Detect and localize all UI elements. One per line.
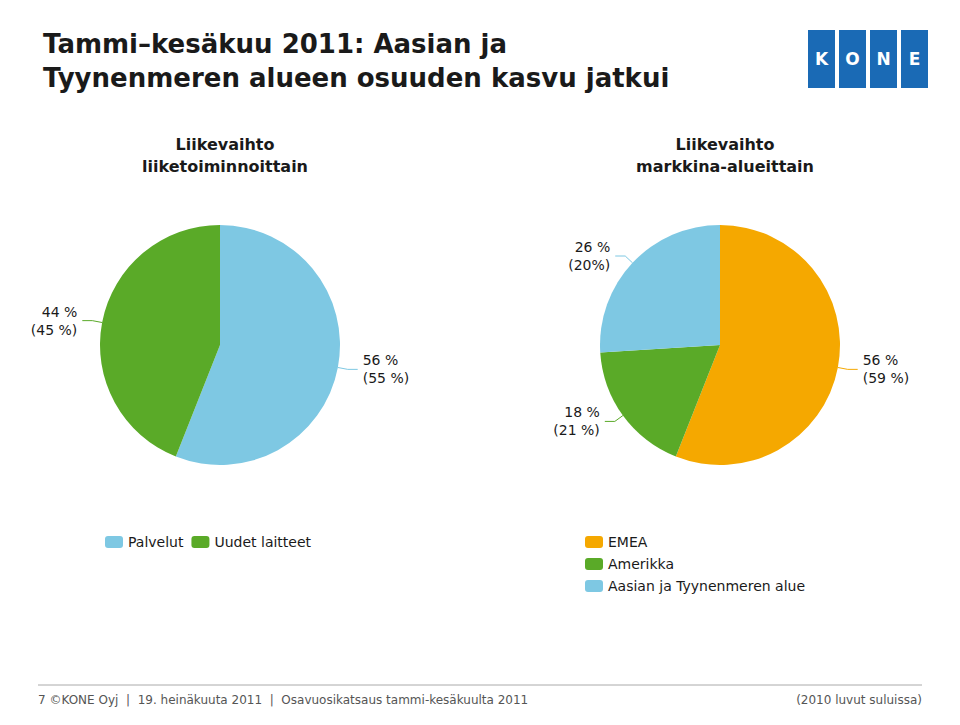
svg-text:liiketoiminnoittain: liiketoiminnoittain bbox=[142, 157, 308, 176]
svg-text:44 %: 44 % bbox=[42, 304, 78, 320]
svg-text:Uudet laitteet: Uudet laitteet bbox=[214, 534, 311, 550]
svg-text:EMEA: EMEA bbox=[608, 534, 648, 550]
svg-text:Liikevaihto: Liikevaihto bbox=[176, 135, 275, 154]
svg-text:E: E bbox=[909, 49, 921, 69]
svg-text:(20%): (20%) bbox=[568, 257, 610, 273]
svg-text:Aasian ja Tyynenmeren alue: Aasian ja Tyynenmeren alue bbox=[608, 578, 805, 594]
svg-text:Palvelut: Palvelut bbox=[128, 534, 184, 550]
svg-text:56 %: 56 % bbox=[363, 352, 399, 368]
svg-text:18 %: 18 % bbox=[564, 404, 600, 420]
svg-text:K: K bbox=[815, 49, 829, 69]
svg-text:(55 %): (55 %) bbox=[363, 370, 410, 386]
svg-text:7 ©KONE Oyj | 19. heinäkuuta: 7 ©KONE Oyj | 19. heinäkuuta 2011 | Osav… bbox=[38, 693, 528, 707]
svg-text:26 %: 26 % bbox=[575, 239, 611, 255]
svg-text:Tammi–kesäkuu 2011: Aasian ja: Tammi–kesäkuu 2011: Aasian ja bbox=[43, 29, 507, 59]
svg-text:(21 %): (21 %) bbox=[553, 422, 600, 438]
svg-text:O: O bbox=[845, 49, 859, 69]
svg-text:Tyynenmeren alueen osuuden kas: Tyynenmeren alueen osuuden kasvu jatkui bbox=[43, 63, 669, 93]
svg-text:56 %: 56 % bbox=[863, 352, 899, 368]
svg-text:(45 %): (45 %) bbox=[31, 322, 78, 338]
svg-text:(59 %): (59 %) bbox=[863, 370, 910, 386]
svg-text:Amerikka: Amerikka bbox=[608, 556, 674, 572]
svg-text:N: N bbox=[876, 49, 890, 69]
svg-text:(2010 luvut suluissa): (2010 luvut suluissa) bbox=[796, 693, 922, 707]
svg-text:Liikevaihto: Liikevaihto bbox=[676, 135, 775, 154]
svg-text:markkina-alueittain: markkina-alueittain bbox=[636, 157, 814, 176]
